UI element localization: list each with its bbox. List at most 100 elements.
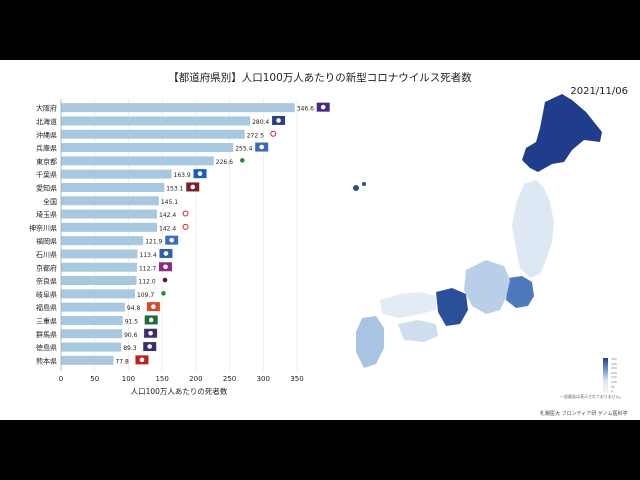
map-kanto (506, 276, 534, 308)
category-label: 兵庫県 (36, 144, 57, 153)
flag-emblem (320, 104, 326, 110)
category-label: 東京都 (36, 157, 57, 166)
category-label: 岐阜県 (36, 290, 57, 299)
flag-emblem (147, 344, 153, 349)
chart-title: 【都道府県別】人口100万人あたりの新型コロナウイルス死者数 (168, 72, 472, 84)
bar (61, 329, 123, 339)
value-label: 142.4 (159, 225, 176, 232)
value-label: 94.8 (127, 305, 141, 312)
value-label: 142.4 (159, 212, 176, 219)
map-shikoku (398, 320, 438, 342)
value-label: 346.6 (297, 106, 314, 113)
value-label: 109.7 (137, 292, 154, 299)
map-chugoku (380, 292, 436, 318)
map-note: 一部離島は表示されておりません。 (560, 394, 624, 399)
value-label: 77.8 (115, 358, 129, 365)
legend-tick-label: 0 (611, 389, 613, 394)
map-legend-colorbar (603, 358, 608, 392)
flag-emblem (182, 210, 189, 217)
flag-emblem (151, 304, 156, 309)
x-tick-label: 250 (223, 375, 236, 383)
bar (61, 289, 135, 299)
flag-emblem (259, 144, 265, 150)
map-okinawa (353, 185, 359, 191)
category-label: 千葉県 (36, 170, 57, 179)
category-label: 全国 (43, 197, 57, 206)
category-label: 群馬県 (36, 330, 57, 339)
map-tohoku (512, 180, 554, 278)
bar (61, 143, 234, 153)
flag-emblem (190, 184, 196, 190)
bar (61, 249, 138, 259)
value-label: 112.7 (139, 265, 156, 272)
date-label: 2021/11/06 (570, 86, 628, 97)
x-tick-label: 150 (155, 375, 168, 383)
value-label: 280.4 (252, 119, 269, 126)
legend-tick-label: 150 (611, 375, 617, 380)
bar (61, 342, 122, 352)
map-hokkaido (522, 94, 602, 172)
bar (61, 169, 172, 179)
legend-tick-label: 200 (611, 370, 617, 375)
prefecture-flag (179, 209, 193, 219)
bar (61, 315, 123, 325)
value-label: 112.0 (139, 279, 156, 286)
category-label: 熊本県 (36, 356, 57, 365)
category-label: 大阪府 (36, 104, 57, 113)
bar (61, 302, 125, 312)
flag-emblem (182, 223, 189, 230)
category-label: 京都府 (36, 263, 57, 272)
bar (61, 116, 251, 126)
bar (61, 182, 165, 192)
value-label: 121.9 (145, 239, 162, 246)
bar (61, 196, 159, 206)
x-tick-label: 50 (90, 375, 99, 383)
x-tick-label: 350 (290, 375, 303, 383)
value-label: 163.9 (174, 172, 191, 179)
flag-emblem (163, 251, 169, 256)
map-regions (353, 94, 602, 368)
category-label: 福島県 (36, 303, 57, 312)
flag-emblem (169, 237, 174, 243)
bar (61, 156, 214, 166)
bar (61, 262, 137, 272)
flag-emblem (239, 158, 245, 163)
value-label: 89.3 (123, 345, 137, 352)
bar (61, 355, 114, 365)
category-label: 埼玉県 (36, 210, 57, 219)
category-label: 沖縄県 (36, 130, 57, 139)
category-label: 石川県 (36, 251, 57, 259)
bar (61, 236, 144, 246)
value-label: 145.1 (161, 199, 178, 206)
legend-tick-label: 250 (611, 366, 617, 371)
legend-tick-label: 300 (611, 361, 617, 366)
prefecture-flag (266, 129, 280, 139)
category-label: 福岡県 (36, 237, 57, 246)
flag-emblem (163, 264, 168, 270)
category-label: 神奈川県 (29, 223, 57, 232)
category-label: 奈良県 (36, 277, 57, 286)
legend-tick-label: 100 (611, 380, 617, 384)
bar (61, 129, 245, 139)
x-tick-label: 100 (122, 375, 135, 383)
value-label: 113.4 (139, 252, 156, 259)
bar (61, 222, 158, 232)
flag-emblem (148, 317, 154, 323)
value-label: 255.4 (235, 146, 252, 153)
legend-tick-label: 50 (611, 384, 615, 389)
value-label: 272.5 (247, 132, 264, 139)
credit-label: 札幌医大 フロンティア研 ゲノム医科学 (540, 411, 628, 417)
flag-emblem (162, 277, 168, 283)
value-label: 153.1 (166, 185, 183, 192)
value-label: 90.6 (124, 332, 138, 339)
flag-emblem (197, 171, 203, 176)
map-kyushu (356, 316, 384, 368)
value-label: 91.5 (125, 318, 139, 325)
category-label: 北海道 (36, 117, 57, 126)
map-chubu (464, 260, 510, 314)
category-label: 三重県 (36, 317, 57, 325)
japan-map (353, 94, 602, 368)
category-label: 愛知県 (36, 183, 57, 192)
map-kinki (436, 288, 468, 326)
x-tick-label: 200 (189, 375, 202, 383)
